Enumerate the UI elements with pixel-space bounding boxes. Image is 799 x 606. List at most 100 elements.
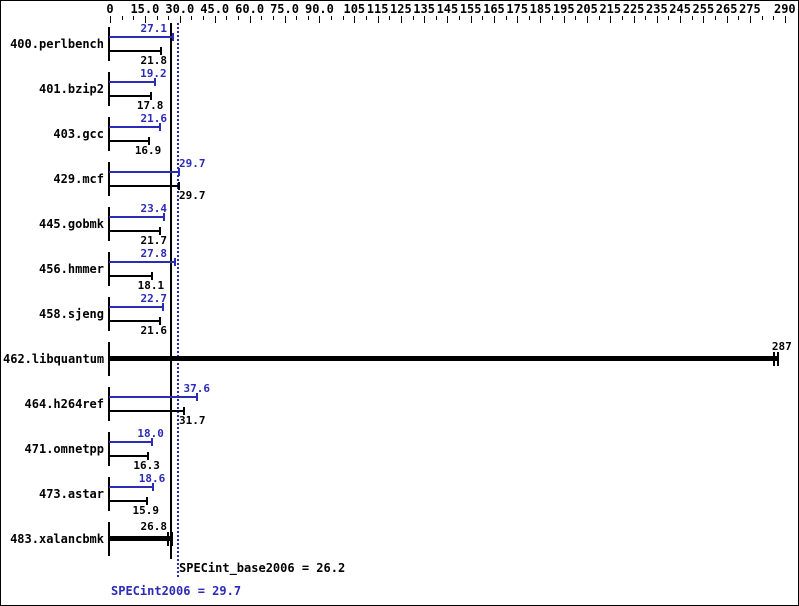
benchmark-label: 462.libquantum <box>3 352 105 366</box>
axis-major-tick <box>250 16 251 23</box>
row-axis-segment <box>108 432 110 466</box>
base-value-label: 18.1 <box>137 279 165 292</box>
row-axis-segment <box>108 252 110 286</box>
axis-tick-label: 60.0 <box>235 2 265 16</box>
benchmark-label: 456.hmmer <box>38 262 104 276</box>
axis-major-tick <box>447 16 448 23</box>
peak-value-label: 21.6 <box>140 112 168 125</box>
axis-minor-tick <box>273 16 274 20</box>
peak-mean-label: SPECint2006 = 29.7 <box>111 584 242 598</box>
axis-tick-label: 115 <box>366 2 389 16</box>
merged-value-label: 26.8 <box>140 520 168 533</box>
axis-minor-tick <box>529 16 530 20</box>
merged-bar-end-tick <box>776 352 779 366</box>
axis-tick-label: 265 <box>715 2 738 16</box>
axis-tick-label: 235 <box>646 2 668 16</box>
peak-bar <box>109 306 163 308</box>
peak-value-label: 27.1 <box>140 22 168 35</box>
base-mean-line <box>170 23 172 559</box>
axis-minor-tick <box>668 16 669 20</box>
base-value-label: 21.7 <box>140 234 168 247</box>
peak-bar <box>109 126 161 128</box>
peak-bar-end-tick <box>196 393 199 401</box>
benchmark-label: 400.perlbench <box>10 37 104 51</box>
axis-tick-label: 45.0 <box>200 2 230 16</box>
axis-major-tick <box>680 16 681 23</box>
axis-tick-label: 245 <box>669 2 691 16</box>
axis-tick-label: 175 <box>506 2 529 16</box>
axis-minor-tick <box>191 16 192 20</box>
benchmark-label: 464.h264ref <box>24 397 104 411</box>
peak-bar <box>109 486 154 488</box>
axis-minor-tick <box>622 16 623 20</box>
axis-major-tick <box>145 16 146 23</box>
axis-minor-tick <box>331 16 332 20</box>
peak-value-label: 18.6 <box>138 472 166 485</box>
base-value-label: 21.8 <box>140 54 168 67</box>
peak-value-label: 23.4 <box>140 202 168 215</box>
axis-tick-label: 105 <box>343 2 366 16</box>
axis-tick-label: 255 <box>692 2 715 16</box>
axis-minor-tick <box>773 16 774 20</box>
benchmark-label: 471.omnetpp <box>24 442 104 456</box>
merged-bar <box>109 356 778 361</box>
benchmark-label: 445.gobmk <box>38 217 104 231</box>
row-axis-segment <box>108 207 110 241</box>
row-axis-segment <box>108 477 110 511</box>
axis-minor-tick <box>575 16 576 20</box>
peak-bar-end-tick <box>163 213 166 221</box>
benchmark-label: 473.astar <box>38 487 104 501</box>
axis-major-tick <box>657 16 658 23</box>
peak-bar <box>109 441 152 443</box>
axis-tick-label: 145 <box>436 2 459 16</box>
merged-bar-end-tick <box>167 532 170 546</box>
axis-tick-label: 135 <box>413 2 435 16</box>
axis-tick-label: 155 <box>459 2 482 16</box>
axis-major-tick <box>180 16 181 23</box>
axis-tick-label: 195 <box>552 2 575 16</box>
axis-major-tick <box>564 16 565 23</box>
peak-value-label: 18.0 <box>137 427 164 440</box>
axis-minor-tick <box>203 16 204 20</box>
base-bar <box>109 140 150 142</box>
axis-major-tick <box>517 16 518 23</box>
base-bar-end-tick <box>159 47 162 55</box>
base-bar-end-tick <box>151 272 154 280</box>
axis-tick-label: 185 <box>529 2 552 16</box>
axis-tick-label: 125 <box>390 2 412 16</box>
axis-minor-tick <box>296 16 297 20</box>
peak-bar <box>109 216 165 218</box>
base-bar <box>109 275 153 277</box>
axis-major-tick <box>540 16 541 23</box>
row-axis-segment <box>108 117 110 151</box>
peak-bar <box>109 396 198 398</box>
axis-minor-tick <box>366 16 367 20</box>
base-bar-end-tick <box>159 317 162 325</box>
axis-tick-label: 15.0 <box>130 2 160 16</box>
base-value-label: 15.9 <box>132 504 159 517</box>
peak-bar-end-tick <box>152 483 155 491</box>
peak-mean-line <box>177 23 179 579</box>
axis-tick-label: 205 <box>576 2 598 16</box>
base-bar <box>109 95 152 97</box>
axis-major-tick <box>319 16 320 23</box>
base-bar <box>109 50 161 52</box>
peak-bar-end-tick <box>178 168 181 176</box>
axis-minor-tick <box>482 16 483 20</box>
peak-value-label: 22.7 <box>140 292 168 305</box>
axis-major-tick <box>285 16 286 23</box>
peak-value-label: 37.6 <box>183 382 210 395</box>
peak-bar <box>109 36 174 38</box>
axis-minor-tick <box>168 16 169 20</box>
peak-bar-end-tick <box>172 33 175 41</box>
axis-major-tick <box>587 16 588 23</box>
row-axis-segment <box>108 387 110 421</box>
merged-value-label: 287 <box>771 340 792 353</box>
axis-minor-tick <box>436 16 437 20</box>
benchmark-label: 429.mcf <box>53 172 104 186</box>
peak-bar-end-tick <box>173 258 176 266</box>
axis-tick-label: 225 <box>622 2 645 16</box>
peak-bar <box>109 261 175 263</box>
axis-major-tick <box>110 16 111 23</box>
axis-minor-tick <box>599 16 600 20</box>
